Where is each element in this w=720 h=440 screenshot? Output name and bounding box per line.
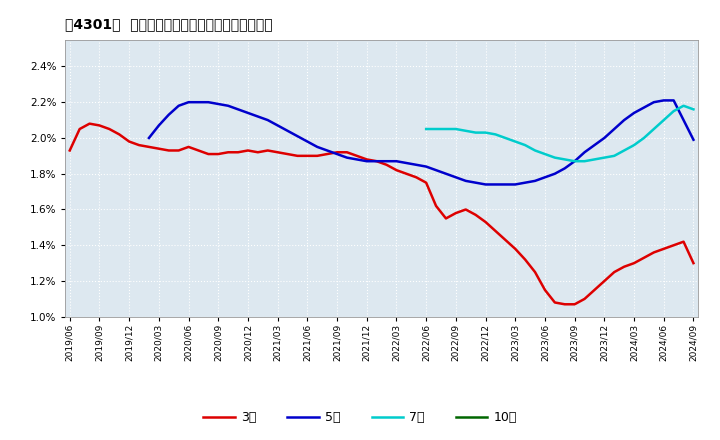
5年 [689, 137, 698, 143]
5年 [372, 158, 381, 164]
5年 [412, 162, 420, 168]
3年 [333, 150, 341, 155]
Line: 7年: 7年 [426, 106, 693, 161]
Text: ［4301］  当期純利益マージンの標準偏差の推移: ［4301］ 当期純利益マージンの標準偏差の推移 [65, 18, 272, 32]
3年 [85, 121, 94, 126]
3年 [481, 220, 490, 225]
3年 [560, 302, 569, 307]
3年 [689, 260, 698, 266]
7年 [472, 130, 480, 135]
3年 [382, 162, 391, 168]
5年 [472, 180, 480, 185]
3年 [422, 180, 431, 185]
Legend: 3年, 5年, 7年, 10年: 3年, 5年, 7年, 10年 [198, 407, 522, 429]
Line: 3年: 3年 [70, 124, 693, 304]
3年 [66, 148, 74, 153]
5年 [462, 178, 470, 183]
5年 [323, 148, 331, 153]
3年 [155, 146, 163, 151]
5年 [145, 136, 153, 141]
7年 [462, 128, 470, 133]
7年 [689, 107, 698, 112]
Line: 5年: 5年 [149, 100, 693, 184]
3年 [472, 212, 480, 217]
